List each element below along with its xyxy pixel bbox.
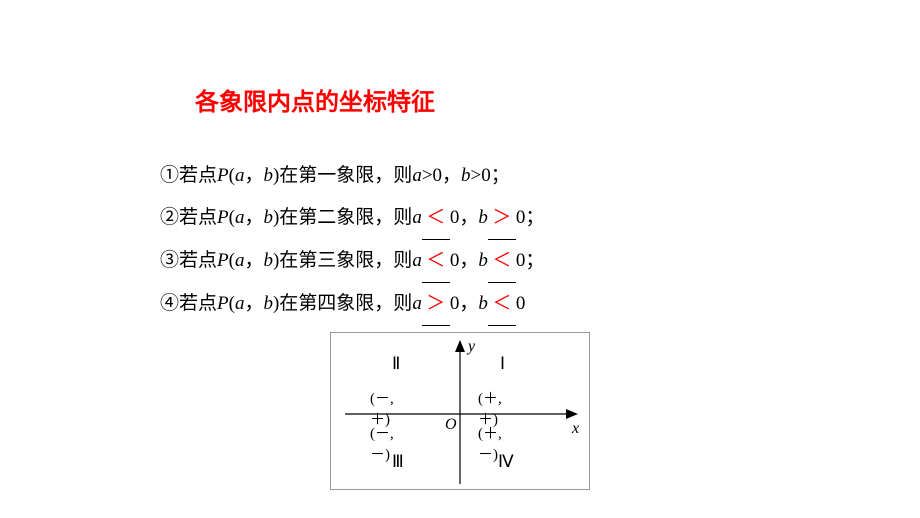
answer: ＞ xyxy=(426,293,445,314)
answer: ＜ xyxy=(492,250,511,271)
blank-1: ＜ xyxy=(422,197,450,240)
answer: ＜ xyxy=(426,250,445,271)
var-b: b xyxy=(263,293,273,314)
var-a: a xyxy=(412,207,422,228)
line-1: ①若点P(a，b)在第一象限，则a>0，b>0； xyxy=(160,155,544,197)
text: 0， xyxy=(450,293,479,314)
var-b: b xyxy=(263,250,273,271)
text: 在第二象限，则 xyxy=(279,207,412,228)
comma: ， xyxy=(244,293,263,314)
answer: ＜ xyxy=(492,293,511,314)
text: 0 xyxy=(516,293,526,314)
comma: ， xyxy=(244,165,263,186)
text: 0， xyxy=(450,207,479,228)
var-P: P xyxy=(217,293,229,314)
content-lines: ①若点P(a，b)在第一象限，则a>0，b>0； ②若点P(a，b)在第二象限，… xyxy=(160,155,544,326)
text: 在第三象限，则 xyxy=(279,250,412,271)
blank-1: ＜ xyxy=(422,240,450,283)
answer: ＞ xyxy=(492,207,511,228)
var-b: b xyxy=(263,165,273,186)
var-a: a xyxy=(412,165,422,186)
quadrant-1-label: Ⅰ xyxy=(500,354,505,374)
text: >0， xyxy=(422,165,461,186)
origin-label: O xyxy=(445,416,457,434)
line-3: ③若点P(a，b)在第三象限，则a＜0，b＜0； xyxy=(160,240,544,283)
var-b: b xyxy=(478,207,488,228)
section-title: 各象限内点的坐标特征 xyxy=(195,82,435,117)
var-b: b xyxy=(263,207,273,228)
text: ②若点 xyxy=(160,207,217,228)
var-b: b xyxy=(461,165,471,186)
text: ③若点 xyxy=(160,250,217,271)
blank-2: ＞ xyxy=(488,197,516,240)
x-label: x xyxy=(572,420,579,438)
y-label: y xyxy=(468,338,475,356)
sign-q4: (＋, －) xyxy=(478,422,502,464)
var-b: b xyxy=(478,293,488,314)
quadrant-2-label: Ⅱ xyxy=(392,354,400,374)
var-b: b xyxy=(478,250,488,271)
var-P: P xyxy=(217,165,229,186)
answer: ＜ xyxy=(426,207,445,228)
blank-1: ＞ xyxy=(422,283,450,326)
blank-2: ＜ xyxy=(488,240,516,283)
line-4: ④若点P(a，b)在第四象限，则a＞0，b＜0 xyxy=(160,283,544,326)
x-arrow xyxy=(566,409,578,419)
quadrant-3-label: Ⅲ xyxy=(392,452,404,472)
text: >0； xyxy=(471,165,510,186)
text: 在第四象限，则 xyxy=(279,293,412,314)
var-P: P xyxy=(217,207,229,228)
blank-2: ＜ xyxy=(488,283,516,326)
text: 0； xyxy=(516,207,545,228)
y-arrow xyxy=(455,340,465,352)
var-P: P xyxy=(217,250,229,271)
text: ④若点 xyxy=(160,293,217,314)
comma: ， xyxy=(244,207,263,228)
var-a: a xyxy=(412,293,422,314)
text: 在第一象限，则 xyxy=(279,165,412,186)
comma: ， xyxy=(244,250,263,271)
axes-svg xyxy=(330,332,590,490)
text: ①若点 xyxy=(160,165,217,186)
text: 0； xyxy=(516,250,545,271)
var-a: a xyxy=(412,250,422,271)
text: 0， xyxy=(450,250,479,271)
line-2: ②若点P(a，b)在第二象限，则a＜0，b＞0； xyxy=(160,197,544,240)
sign-q3: (－, －) xyxy=(370,422,394,464)
